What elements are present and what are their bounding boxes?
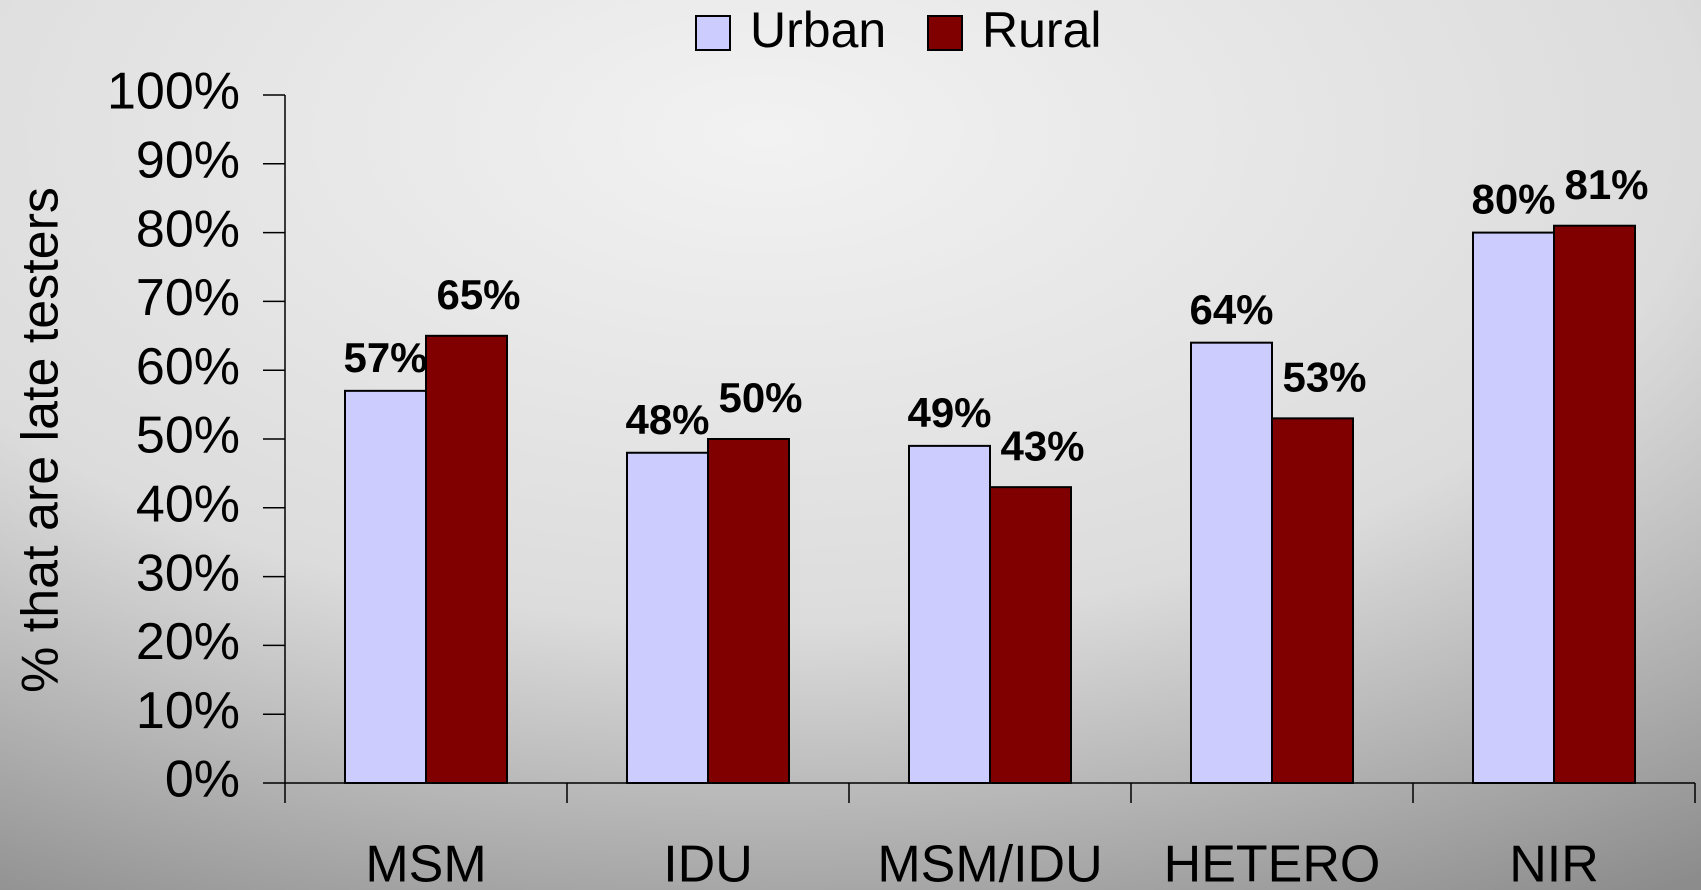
x-tick-label: HETERO [1164,836,1381,890]
y-tick-label: 60% [136,338,240,396]
y-tick-label: 10% [136,682,240,740]
x-tick-label: MSM/IDU [877,836,1102,890]
value-label: 81% [1564,161,1648,208]
value-label: 65% [436,271,520,318]
bar [344,389,427,784]
y-tick-label: 50% [136,407,240,465]
y-tick-label: 80% [136,200,240,258]
value-label: 53% [1282,353,1366,400]
value-label: 80% [1471,176,1555,223]
bar [908,444,991,784]
y-tick-label: 100% [107,63,240,121]
value-label: 49% [907,389,991,436]
legend-swatch [927,15,963,51]
y-tick-label: 40% [136,476,240,534]
legend-swatch [695,15,731,51]
bar [1190,341,1273,784]
y-tick-label: 30% [136,544,240,602]
y-tick-label: 20% [136,613,240,671]
bar [1271,417,1354,784]
legend-label: Urban [750,2,886,58]
y-axis-label: % that are late testers [12,187,70,693]
bar [626,451,709,784]
value-label: 43% [1000,422,1084,469]
x-tick-label: NIR [1509,836,1599,890]
value-label: 48% [625,396,709,443]
bar [1553,224,1636,785]
bar [1472,231,1555,785]
value-label: 64% [1189,286,1273,333]
y-tick-label: 0% [165,751,240,809]
value-label: 57% [343,334,427,381]
y-tick-label: 90% [136,132,240,190]
y-tick-label: 70% [136,269,240,327]
x-tick-label: MSM [365,836,486,890]
legend-label: Rural [982,2,1101,58]
bar [425,334,508,784]
x-tick-label: IDU [663,836,753,890]
bar [989,486,1072,784]
value-label: 50% [718,374,802,421]
bar [707,438,790,784]
